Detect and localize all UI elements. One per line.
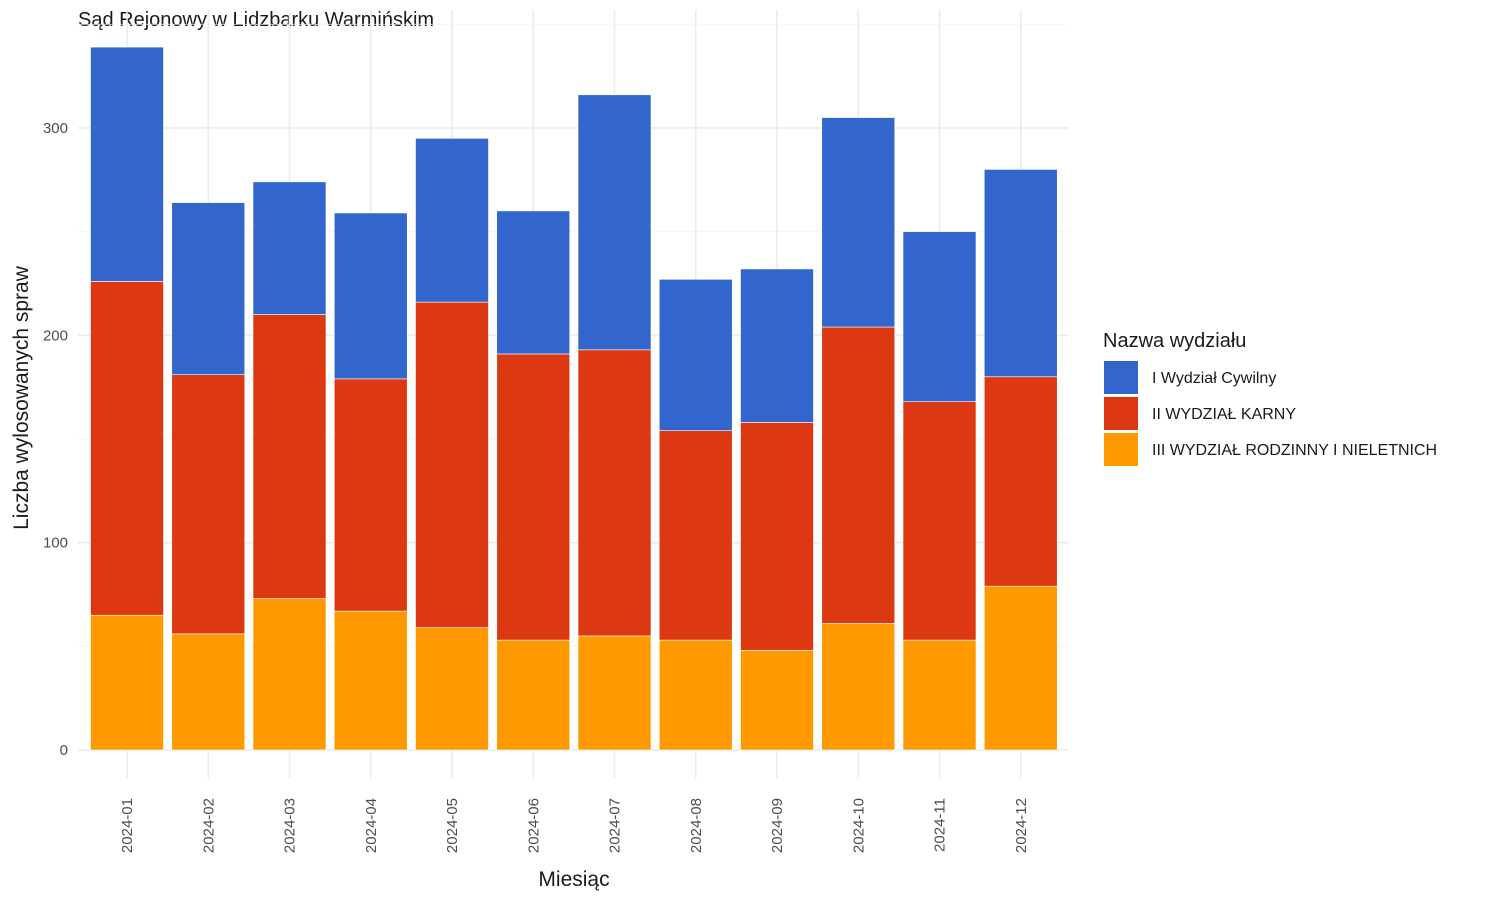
bar-segment [983, 169, 1058, 378]
x-tick-label: 2024-07 [607, 798, 624, 853]
bar-segment [415, 627, 489, 751]
bar-segment [658, 639, 733, 751]
bar-segment [983, 376, 1058, 587]
legend: Nazwa wydziału I Wydział Cywilny II WYDZI… [1103, 330, 1437, 466]
x-tick-label: 2024-09 [769, 798, 786, 853]
bar-segment [496, 210, 571, 355]
bar-segment [496, 639, 571, 751]
bar-segment [983, 585, 1058, 751]
bar-segment [333, 212, 408, 380]
bar-segment [658, 279, 733, 431]
legend-title: Nazwa wydziału [1103, 330, 1246, 352]
x-axis: 2024-01 2024-02 2024-03 2024-04 2024-05 2024-… [119, 798, 1030, 853]
bars [90, 46, 1058, 751]
y-tick-label: 300 [43, 120, 68, 137]
bar-segment [171, 374, 246, 635]
x-axis-title: Miesiąc [538, 868, 609, 891]
y-tick-label: 100 [43, 535, 68, 552]
chart-title: Sąd Rejonowy w Lidzbarku Warmińskim [78, 9, 434, 31]
legend-swatch [1104, 397, 1138, 430]
x-tick-label: 2024-05 [444, 798, 461, 853]
bar-segment [577, 94, 652, 351]
bar-segment [740, 422, 814, 651]
y-axis: 0 100 200 300 [43, 120, 68, 759]
bar-segment [577, 349, 652, 637]
legend-swatch [1104, 433, 1138, 466]
x-tick-label: 2024-02 [200, 798, 217, 853]
bar-segment [902, 639, 977, 751]
bar-segment [496, 353, 571, 641]
bar-segment [171, 202, 246, 375]
legend-swatch [1104, 361, 1138, 394]
x-tick-label: 2024-01 [119, 798, 136, 853]
bar-segment [740, 650, 814, 751]
bar-segment [333, 610, 408, 751]
bar-segment [415, 301, 489, 628]
x-tick-label: 2024-03 [282, 798, 299, 853]
y-tick-label: 200 [43, 327, 68, 344]
y-axis-title: Liczba wylosowanych spraw [10, 265, 33, 530]
bar-segment [333, 378, 408, 612]
bar-segment [90, 614, 164, 751]
x-tick-label: 2024-08 [688, 798, 705, 853]
x-tick-label: 2024-10 [850, 798, 867, 853]
bar-segment [740, 268, 814, 423]
legend-label: III WYDZIAŁ RODZINNY I NIELETNICH [1152, 442, 1437, 459]
bar-segment [577, 635, 652, 751]
bar-segment [902, 401, 977, 641]
bar-segment [252, 181, 327, 315]
x-tick-label: 2024-11 [932, 798, 949, 852]
x-tick-label: 2024-04 [363, 798, 380, 853]
bar-segment [821, 326, 896, 624]
bar-segment [415, 138, 489, 303]
bar-segment [821, 623, 896, 751]
bar-segment [252, 314, 327, 599]
bar-segment [90, 46, 164, 282]
bar-segment [902, 231, 977, 402]
x-tick-label: 2024-12 [1013, 798, 1030, 853]
y-tick-label: 0 [60, 742, 68, 759]
bar-segment [821, 117, 896, 328]
bar-segment [252, 598, 327, 751]
bar-segment [171, 633, 246, 751]
legend-label: II WYDZIAŁ KARNY [1152, 406, 1296, 423]
legend-label: I Wydział Cywilny [1152, 370, 1276, 387]
x-tick-label: 2024-06 [525, 798, 542, 853]
bar-segment [90, 281, 164, 616]
bar-segment [658, 430, 733, 641]
